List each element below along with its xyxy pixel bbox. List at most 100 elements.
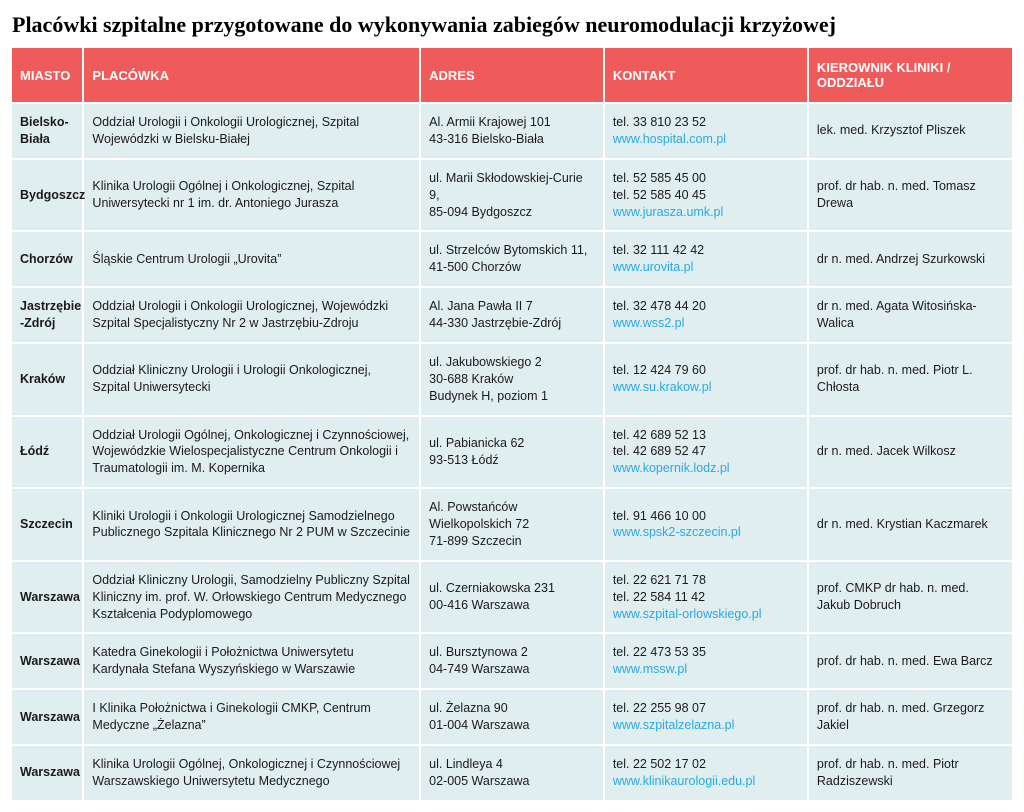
phone-text: tel. 52 585 40 45 (613, 188, 706, 202)
table-cell: ul. Żelazna 9001-004 Warszawa (420, 689, 604, 745)
website-link[interactable]: www.jurasza.umk.pl (613, 204, 799, 221)
phone-text: tel. 42 689 52 47 (613, 444, 706, 458)
table-body: Bielsko-BiałaOddział Urologii i Onkologi… (12, 103, 1012, 800)
table-cell: ul. Jakubowskiego 230-688 KrakówBudynek … (420, 343, 604, 416)
table-cell: dr n. med. Jacek Wilkosz (808, 416, 1012, 489)
phone-text: tel. 22 621 71 78 (613, 573, 706, 587)
table-row: Jastrzębie-ZdrójOddział Urologii i Onkol… (12, 287, 1012, 343)
column-header: KIEROWNIK KLINIKI / ODDZIAŁU (808, 48, 1012, 103)
website-link[interactable]: www.mssw.pl (613, 661, 799, 678)
table-cell: dr n. med. Andrzej Szurkowski (808, 231, 1012, 287)
table-cell: Bydgoszcz (12, 159, 83, 232)
table-cell: Śląskie Centrum Urologii „Urovita” (83, 231, 420, 287)
column-header: KONTAKT (604, 48, 808, 103)
table-row: WarszawaI Klinika Położnictwa i Ginekolo… (12, 689, 1012, 745)
page-title: Placówki szpitalne przygotowane do wykon… (12, 12, 1012, 38)
table-cell: tel. 32 478 44 20 www.wss2.pl (604, 287, 808, 343)
table-cell: ul. Bursztynowa 204-749 Warszawa (420, 633, 604, 689)
table-cell: prof. dr hab. n. med. Tomasz Drewa (808, 159, 1012, 232)
table-cell: ul. Pabianicka 6293-513 Łódź (420, 416, 604, 489)
table-row: BydgoszczKlinika Urologii Ogólnej i Onko… (12, 159, 1012, 232)
table-row: KrakówOddział Kliniczny Urologii i Urolo… (12, 343, 1012, 416)
phone-text: tel. 32 111 42 42 (613, 243, 704, 257)
table-cell: Klinika Urologii Ogólnej i Onkologicznej… (83, 159, 420, 232)
table-row: WarszawaKatedra Ginekologii i Położnictw… (12, 633, 1012, 689)
table-head: MIASTOPLACÓWKAADRESKONTAKTKIEROWNIK KLIN… (12, 48, 1012, 103)
website-link[interactable]: www.klinikaurologii.edu.pl (613, 773, 799, 790)
column-header: MIASTO (12, 48, 83, 103)
table-cell: prof. dr hab. n. med. Piotr Radziszewski (808, 745, 1012, 800)
website-link[interactable]: www.wss2.pl (613, 315, 799, 332)
table-cell: Warszawa (12, 745, 83, 800)
website-link[interactable]: www.kopernik.lodz.pl (613, 460, 799, 477)
phone-text: tel. 42 689 52 13 (613, 428, 706, 442)
website-link[interactable]: www.urovita.pl (613, 259, 799, 276)
phone-text: tel. 22 473 53 35 (613, 645, 706, 659)
table-cell: Oddział Kliniczny Urologii i Urologii On… (83, 343, 420, 416)
phone-text: tel. 91 466 10 00 (613, 509, 706, 523)
table-cell: Oddział Urologii i Onkologii Urologiczne… (83, 287, 420, 343)
table-cell: tel. 91 466 10 00www.spsk2-szczecin.pl (604, 488, 808, 561)
phone-text: tel. 22 255 98 07 (613, 701, 706, 715)
table-cell: tel. 22 473 53 35 www.mssw.pl (604, 633, 808, 689)
table-cell: ul. Czerniakowska 23100-416 Warszawa (420, 561, 604, 634)
table-cell: tel. 22 255 98 07 www.szpitalzelazna.pl (604, 689, 808, 745)
table-cell: ul. Lindleya 402-005 Warszawa (420, 745, 604, 800)
column-header: PLACÓWKA (83, 48, 420, 103)
table-cell: Katedra Ginekologii i Położnictwa Uniwer… (83, 633, 420, 689)
facilities-table: MIASTOPLACÓWKAADRESKONTAKTKIEROWNIK KLIN… (12, 48, 1012, 800)
table-cell: Al. Powstańców Wielkopolskich 7271-899 S… (420, 488, 604, 561)
table-cell: tel. 12 424 79 60 www.su.krakow.pl (604, 343, 808, 416)
phone-text: tel. 52 585 45 00 (613, 171, 706, 185)
table-cell: Bielsko-Biała (12, 103, 83, 159)
website-link[interactable]: www.szpital-orlowskiego.pl (613, 606, 799, 623)
table-cell: prof. dr hab. n. med. Grzegorz Jakiel (808, 689, 1012, 745)
table-cell: tel. 33 810 23 52 www.hospital.com.pl (604, 103, 808, 159)
table-row: WarszawaKlinika Urologii Ogólnej, Onkolo… (12, 745, 1012, 800)
phone-text: tel. 33 810 23 52 (613, 115, 706, 129)
website-link[interactable]: www.hospital.com.pl (613, 131, 799, 148)
table-cell: dr n. med. Krystian Kaczmarek (808, 488, 1012, 561)
table-cell: tel. 32 111 42 42 www.urovita.pl (604, 231, 808, 287)
table-cell: Jastrzębie-Zdrój (12, 287, 83, 343)
table-cell: Warszawa (12, 633, 83, 689)
website-link[interactable]: www.szpitalzelazna.pl (613, 717, 799, 734)
table-row: ŁódźOddział Urologii Ogólnej, Onkologicz… (12, 416, 1012, 489)
table-cell: prof. dr hab. n. med. Ewa Barcz (808, 633, 1012, 689)
table-cell: prof. CMKP dr hab. n. med. Jakub Dobruch (808, 561, 1012, 634)
table-cell: Al. Armii Krajowej 10143-316 Bielsko-Bia… (420, 103, 604, 159)
table-cell: Klinika Urologii Ogólnej, Onkologicznej … (83, 745, 420, 800)
table-cell: Kliniki Urologii i Onkologii Urologiczne… (83, 488, 420, 561)
table-cell: Warszawa (12, 561, 83, 634)
table-row: WarszawaOddział Kliniczny Urologii, Samo… (12, 561, 1012, 634)
table-cell: Chorzów (12, 231, 83, 287)
phone-text: tel. 22 584 11 42 (613, 590, 705, 604)
table-row: ChorzówŚląskie Centrum Urologii „Urovita… (12, 231, 1012, 287)
phone-text: tel. 32 478 44 20 (613, 299, 706, 313)
table-cell: lek. med. Krzysztof Pliszek (808, 103, 1012, 159)
phone-text: tel. 22 502 17 02 (613, 757, 706, 771)
table-cell: Łódź (12, 416, 83, 489)
table-cell: tel. 42 689 52 13 tel. 42 689 52 47 www.ko… (604, 416, 808, 489)
table-cell: Kraków (12, 343, 83, 416)
column-header: ADRES (420, 48, 604, 103)
table-cell: Warszawa (12, 689, 83, 745)
table-row: SzczecinKliniki Urologii i Onkologii Uro… (12, 488, 1012, 561)
table-cell: dr n. med. Agata Witosińska-Walica (808, 287, 1012, 343)
table-cell: tel. 22 621 71 78 tel. 22 584 11 42 www.sz… (604, 561, 808, 634)
website-link[interactable]: www.spsk2-szczecin.pl (613, 524, 799, 541)
table-cell: prof. dr hab. n. med. Piotr L. Chłosta (808, 343, 1012, 416)
table-cell: Al. Jana Pawła II 744-330 Jastrzębie-Zdr… (420, 287, 604, 343)
header-row: MIASTOPLACÓWKAADRESKONTAKTKIEROWNIK KLIN… (12, 48, 1012, 103)
table-row: Bielsko-BiałaOddział Urologii i Onkologi… (12, 103, 1012, 159)
phone-text: tel. 12 424 79 60 (613, 363, 706, 377)
table-cell: Oddział Urologii Ogólnej, Onkologicznej … (83, 416, 420, 489)
table-cell: Oddział Urologii i Onkologii Urologiczne… (83, 103, 420, 159)
table-cell: Oddział Kliniczny Urologii, Samodzielny … (83, 561, 420, 634)
table-cell: tel. 52 585 45 00 tel. 52 585 40 45 www.ju… (604, 159, 808, 232)
website-link[interactable]: www.su.krakow.pl (613, 379, 799, 396)
table-cell: Szczecin (12, 488, 83, 561)
table-cell: ul. Marii Skłodowskiej-Curie 9,85-094 By… (420, 159, 604, 232)
table-cell: tel. 22 502 17 02 www.klinikaurologii.edu… (604, 745, 808, 800)
table-cell: ul. Strzelców Bytomskich 11,41-500 Chorz… (420, 231, 604, 287)
